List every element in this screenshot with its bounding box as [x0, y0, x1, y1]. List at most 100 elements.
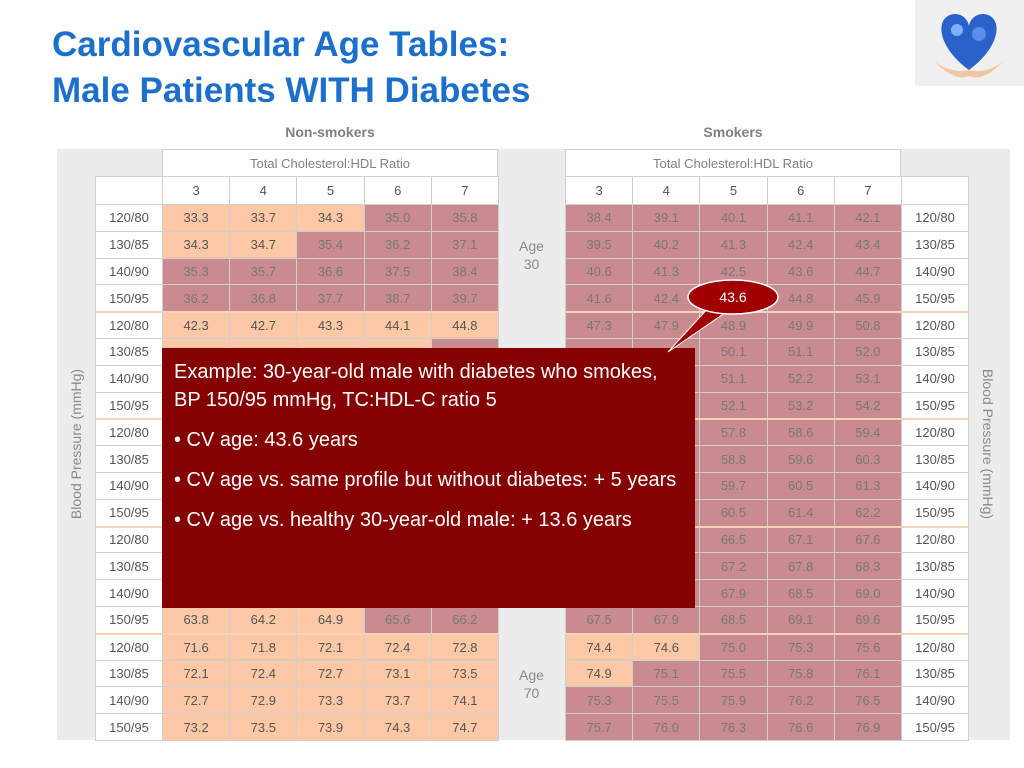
cv-age: 72.4 — [363, 632, 432, 661]
ratio-header: 7 — [430, 176, 499, 205]
cv-age: 66.2 — [430, 606, 499, 634]
bp-label: 130/85 — [901, 338, 969, 366]
cv-age: 33.3 — [162, 204, 231, 232]
cv-age: 35.0 — [363, 204, 432, 232]
cv-age: 73.7 — [363, 686, 432, 715]
cv-age: 38.7 — [363, 284, 432, 313]
age-text: Age — [519, 238, 544, 254]
bp-label: 150/95 — [901, 713, 969, 741]
age-text: Age — [519, 666, 544, 683]
cv-age: 62.2 — [833, 498, 902, 527]
bp-label: 150/95 — [901, 498, 969, 527]
cv-age: 75.5 — [699, 659, 768, 688]
ratio-header: 5 — [296, 176, 365, 205]
cv-age: 74.3 — [363, 713, 432, 741]
blank-header — [95, 176, 163, 205]
bp-label: 130/85 — [901, 445, 969, 473]
bp-label: 140/90 — [95, 472, 163, 500]
cv-age: 67.6 — [833, 525, 902, 554]
cv-age: 67.1 — [766, 525, 835, 554]
cv-age: 64.2 — [229, 606, 298, 634]
cv-age: 72.1 — [296, 632, 365, 661]
cv-age: 42.4 — [766, 230, 835, 259]
cv-age: 38.4 — [430, 257, 499, 286]
cv-age: 37.7 — [296, 284, 365, 313]
bp-label: 140/90 — [95, 579, 163, 607]
subheading: Total Cholesterol:HDL Ratio — [162, 149, 498, 177]
cv-age: 44.1 — [363, 311, 432, 339]
cv-age: 67.9 — [699, 579, 768, 607]
bp-label: 120/80 — [95, 311, 163, 339]
cv-age: 61.4 — [766, 498, 835, 527]
cv-age: 58.8 — [699, 445, 768, 473]
bp-label: 120/80 — [95, 525, 163, 554]
cv-age: 67.8 — [766, 552, 835, 581]
heading: Smokers — [703, 124, 763, 140]
bp-label: 140/90 — [901, 472, 969, 500]
age-text: 30 — [523, 256, 540, 272]
cv-age: 60.5 — [699, 498, 768, 527]
bp-label: 140/90 — [901, 364, 969, 393]
cv-age: 58.6 — [766, 418, 835, 447]
bp-label: 150/95 — [901, 284, 969, 313]
cv-age: 68.5 — [699, 606, 768, 634]
cv-age: 35.7 — [229, 257, 298, 286]
cv-age: 34.3 — [296, 204, 365, 232]
cv-age: 44.8 — [430, 311, 499, 339]
cv-age: 75.6 — [833, 632, 902, 661]
bp-label: 120/80 — [95, 418, 163, 447]
cv-age: 76.1 — [833, 659, 902, 688]
cv-age: 72.4 — [229, 659, 298, 688]
bp-label: 120/80 — [95, 204, 163, 232]
bp-label: 130/85 — [901, 552, 969, 581]
bp-label: 150/95 — [901, 606, 969, 634]
cv-age: 74.6 — [632, 632, 701, 661]
cv-age: 39.7 — [430, 284, 499, 313]
cv-age: 76.5 — [833, 686, 902, 715]
cv-age: 40.1 — [699, 204, 768, 232]
cv-age: 69.6 — [833, 606, 902, 634]
cv-age: 71.6 — [162, 632, 231, 661]
cv-age: 61.3 — [833, 472, 902, 500]
cv-age: 41.1 — [766, 204, 835, 232]
cv-age: 67.5 — [565, 606, 634, 634]
cv-age: 43.3 — [296, 311, 365, 339]
cv-age: 38.4 — [565, 204, 634, 232]
cv-age: 37.5 — [363, 257, 432, 286]
cv-age: 40.6 — [565, 257, 634, 286]
bp-label: 130/85 — [95, 552, 163, 581]
cv-age: 75.8 — [766, 659, 835, 688]
cv-age: 57.8 — [699, 418, 768, 447]
bp-label: 130/85 — [95, 338, 163, 366]
age-label: Age 30 — [498, 237, 565, 277]
logo — [915, 0, 1024, 86]
title-line: Male Patients WITH Diabetes — [52, 71, 531, 110]
bp-label: 150/95 — [95, 498, 163, 527]
cv-age: 44.7 — [833, 257, 902, 286]
cv-age: 34.7 — [229, 230, 298, 259]
cv-age: 65.6 — [363, 606, 432, 634]
axis-label: Blood Pressure (mmHg) — [68, 368, 84, 520]
cv-age: 35.3 — [162, 257, 231, 286]
cv-age: 51.1 — [699, 364, 768, 393]
bp-label: 120/80 — [95, 632, 163, 661]
cv-age: 66.5 — [699, 525, 768, 554]
cv-age: 74.1 — [430, 686, 499, 715]
cv-age: 40.2 — [632, 230, 701, 259]
cv-age: 59.4 — [833, 418, 902, 447]
cv-age: 34.3 — [162, 230, 231, 259]
cv-age: 72.7 — [296, 659, 365, 688]
cv-age: 76.6 — [766, 713, 835, 741]
bp-label: 150/95 — [95, 606, 163, 634]
example-bullet: • CV age vs. same profile but without di… — [174, 469, 677, 491]
cv-age: 63.8 — [162, 606, 231, 634]
ratio-header: 7 — [833, 176, 902, 205]
example-bullet: • CV age vs. healthy 30-year-old male: +… — [174, 509, 632, 531]
bp-label: 140/90 — [95, 257, 163, 286]
cv-age: 41.3 — [699, 230, 768, 259]
cv-age: 75.3 — [766, 632, 835, 661]
cv-age: 53.1 — [833, 364, 902, 393]
cv-age: 75.5 — [632, 686, 701, 715]
cv-age: 74.4 — [565, 632, 634, 661]
bp-label: 130/85 — [95, 230, 163, 259]
